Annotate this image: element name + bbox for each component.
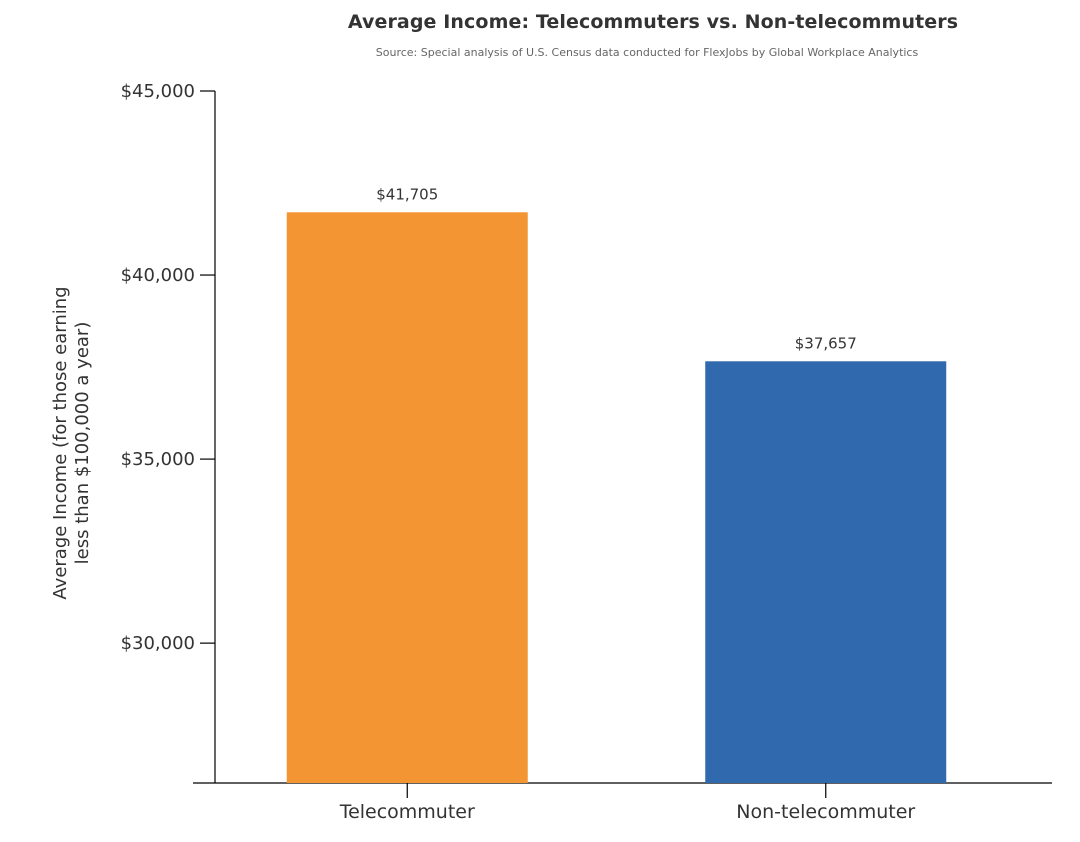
bar-telecommuter [286, 212, 528, 783]
data-label: $41,705 [376, 185, 438, 203]
y-axis-title: Average Income (for those earning less t… [50, 286, 93, 599]
x-tick-label: Telecommuter [339, 801, 475, 823]
y-tick-label: $40,000 [121, 265, 195, 286]
y-tick-label: $30,000 [121, 633, 195, 654]
x-tick-label: Non-telecommuter [736, 801, 915, 823]
x-axis: Telecommuter Non-telecommuter [193, 782, 1052, 823]
y-tick-label: $35,000 [121, 449, 195, 470]
chart-title: Average Income: Telecommuters vs. Non-te… [347, 11, 959, 33]
y-tick-label: $45,000 [121, 81, 195, 102]
bar-non-telecommuter [705, 361, 947, 783]
data-label: $37,657 [795, 334, 857, 352]
y-axis-title-line-1: Average Income (for those earning [50, 286, 71, 599]
bars: $41,705 $37,657 [286, 185, 947, 783]
y-axis: $30,000 $35,000 $40,000 $45,000 [121, 81, 216, 783]
chart-subtitle: Source: Special analysis of U.S. Census … [375, 46, 919, 59]
y-axis-title-line-2: less than $100,000 a year) [72, 322, 93, 565]
